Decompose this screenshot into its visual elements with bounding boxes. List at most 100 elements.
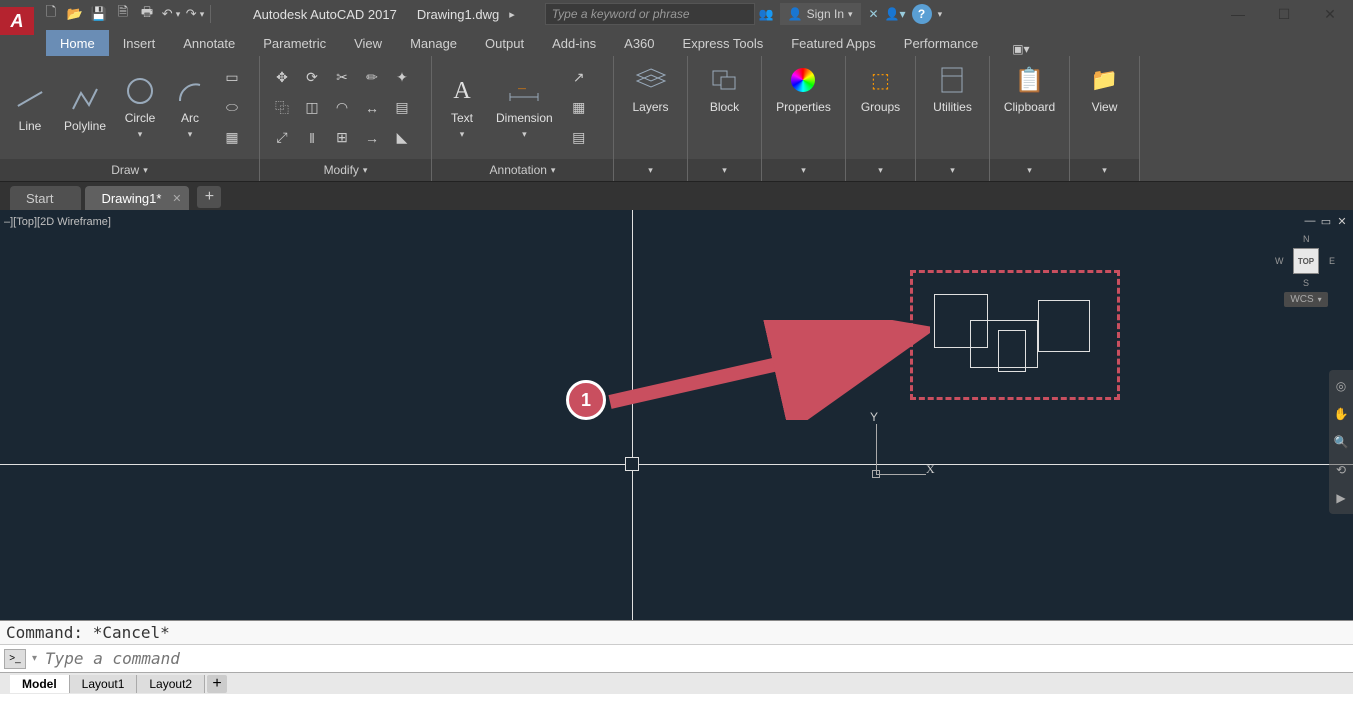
- redo-icon[interactable]: ↷: [184, 3, 206, 25]
- extend-icon[interactable]: →: [358, 124, 386, 152]
- viewport-close-icon[interactable]: ✕: [1335, 214, 1349, 228]
- erase-icon[interactable]: ✏: [358, 64, 386, 92]
- signin-button[interactable]: 👤 Sign In ▾: [780, 3, 861, 25]
- ribbon-tab-addins[interactable]: Add-ins: [538, 30, 610, 56]
- panel-groups-title[interactable]: ▾: [846, 159, 915, 181]
- add-layout-button[interactable]: +: [207, 675, 227, 693]
- viewcube[interactable]: N S E W TOP WCS▾: [1271, 236, 1341, 307]
- wcs-badge[interactable]: WCS▾: [1284, 292, 1327, 307]
- stretch-icon[interactable]: ↔: [358, 94, 386, 122]
- rectangle-icon[interactable]: ▭: [218, 64, 246, 92]
- save-icon[interactable]: 💾: [88, 3, 110, 25]
- viewcube-w[interactable]: W: [1275, 256, 1284, 266]
- panel-annotation-title[interactable]: Annotation▾: [432, 159, 613, 181]
- infocenter-icon[interactable]: 👥: [759, 7, 774, 21]
- trim-icon[interactable]: ✂: [328, 64, 356, 92]
- open-icon[interactable]: 📂: [64, 3, 86, 25]
- table-icon[interactable]: ▦: [565, 94, 593, 122]
- fillet-icon[interactable]: ◠: [328, 94, 356, 122]
- circle-tool[interactable]: Circle ▾: [118, 71, 162, 144]
- panel-draw-title[interactable]: Draw▾: [0, 159, 259, 181]
- ribbon-tab-performance[interactable]: Performance: [890, 30, 992, 56]
- exchange-icon[interactable]: ✕: [869, 7, 879, 21]
- block-tool[interactable]: Block: [703, 60, 747, 118]
- properties-tool[interactable]: Properties: [770, 60, 837, 118]
- text-tool[interactable]: A Text ▾: [440, 71, 484, 144]
- layers-tool[interactable]: Layers: [626, 60, 674, 118]
- hatch-icon[interactable]: ▦: [218, 124, 246, 152]
- layout-tab-model[interactable]: Model: [10, 675, 70, 693]
- ribbon-tab-manage[interactable]: Manage: [396, 30, 471, 56]
- steering-wheel-icon[interactable]: ◎: [1331, 376, 1351, 396]
- ribbon-tab-insert[interactable]: Insert: [109, 30, 170, 56]
- showmotion-icon[interactable]: ▶: [1331, 488, 1351, 508]
- arrayrect-icon[interactable]: ⊞: [328, 124, 356, 152]
- command-caret-icon[interactable]: ▾: [32, 653, 37, 664]
- panel-properties-title[interactable]: ▾: [762, 159, 845, 181]
- zoom-icon[interactable]: 🔍: [1331, 432, 1351, 452]
- explode-icon[interactable]: ✦: [388, 64, 416, 92]
- mtext-icon[interactable]: ▤: [565, 124, 593, 152]
- ribbon-tab-home[interactable]: Home: [46, 30, 109, 56]
- scale-icon[interactable]: ⤢: [268, 124, 296, 152]
- view-label[interactable]: –][Top][2D Wireframe]: [4, 216, 111, 228]
- plot-icon[interactable]: 🖶: [136, 3, 158, 25]
- pan-icon[interactable]: ✋: [1331, 404, 1351, 424]
- close-button[interactable]: ✕: [1307, 0, 1353, 28]
- viewcube-n[interactable]: N: [1303, 234, 1310, 244]
- rotate-icon[interactable]: ⟳: [298, 64, 326, 92]
- leader-icon[interactable]: ↗: [565, 64, 593, 92]
- close-icon[interactable]: ✕: [172, 192, 181, 205]
- ribbon-tab-annotate[interactable]: Annotate: [169, 30, 249, 56]
- app-logo[interactable]: A: [0, 7, 34, 35]
- copy-icon[interactable]: ⿻: [268, 94, 296, 122]
- doc-tab-start[interactable]: Start: [10, 186, 81, 210]
- ribbon-tab-a360[interactable]: A360: [610, 30, 668, 56]
- orbit-icon[interactable]: ⟲: [1331, 460, 1351, 480]
- array-icon[interactable]: ▤: [388, 94, 416, 122]
- ellipse-icon[interactable]: ⬭: [218, 94, 246, 122]
- doc-tab-drawing1[interactable]: Drawing1* ✕: [85, 186, 189, 210]
- ribbon-tab-express[interactable]: Express Tools: [669, 30, 778, 56]
- panel-utilities-title[interactable]: ▾: [916, 159, 989, 181]
- move-icon[interactable]: ✥: [268, 64, 296, 92]
- help-caret-icon[interactable]: ▾: [938, 9, 943, 20]
- panel-block-title[interactable]: ▾: [688, 159, 761, 181]
- ribbon-minimize-icon[interactable]: ▣▾: [1012, 42, 1029, 56]
- polyline-tool[interactable]: Polyline: [58, 79, 112, 137]
- new-icon[interactable]: 🗋: [40, 3, 62, 25]
- minimize-button[interactable]: —: [1215, 0, 1261, 28]
- clipboard-tool[interactable]: 📋 Clipboard: [998, 60, 1061, 118]
- help-icon[interactable]: ?: [912, 4, 932, 24]
- dimension-tool[interactable]: — Dimension ▾: [490, 71, 559, 144]
- view-tool[interactable]: 📁 View: [1083, 60, 1127, 118]
- panel-view-title[interactable]: ▾: [1070, 159, 1139, 181]
- line-tool[interactable]: Line: [8, 79, 52, 137]
- command-input[interactable]: [43, 647, 1349, 670]
- utilities-tool[interactable]: Utilities: [927, 60, 978, 118]
- maximize-button[interactable]: ☐: [1261, 0, 1307, 28]
- layout-tab-layout1[interactable]: Layout1: [70, 675, 138, 693]
- groups-tool[interactable]: ⬚ Groups: [855, 60, 906, 118]
- title-caret-icon[interactable]: ▸: [509, 8, 515, 21]
- viewcube-e[interactable]: E: [1329, 256, 1335, 266]
- ribbon-tab-parametric[interactable]: Parametric: [249, 30, 340, 56]
- viewport-minimize-icon[interactable]: —: [1303, 214, 1317, 228]
- ribbon-tab-featured[interactable]: Featured Apps: [777, 30, 890, 56]
- drawing-canvas[interactable]: –][Top][2D Wireframe] — ▭ ✕ Y X 1 N S E …: [0, 210, 1353, 620]
- viewcube-s[interactable]: S: [1303, 278, 1309, 288]
- command-prompt-icon[interactable]: >_: [4, 649, 26, 669]
- viewcube-face[interactable]: TOP: [1293, 248, 1319, 274]
- panel-clipboard-title[interactable]: ▾: [990, 159, 1069, 181]
- arc-tool[interactable]: Arc ▾: [168, 71, 212, 144]
- saveas-icon[interactable]: 🗎: [112, 3, 134, 25]
- ribbon-tab-output[interactable]: Output: [471, 30, 538, 56]
- panel-modify-title[interactable]: Modify▾: [260, 159, 431, 181]
- add-tab-button[interactable]: +: [197, 186, 221, 208]
- undo-icon[interactable]: ↶: [160, 3, 182, 25]
- ribbon-tab-view[interactable]: View: [340, 30, 396, 56]
- mirror-icon[interactable]: ◫: [298, 94, 326, 122]
- a360-icon[interactable]: 👤▾: [885, 7, 906, 21]
- search-input[interactable]: Type a keyword or phrase: [545, 3, 755, 25]
- viewport-maximize-icon[interactable]: ▭: [1319, 214, 1333, 228]
